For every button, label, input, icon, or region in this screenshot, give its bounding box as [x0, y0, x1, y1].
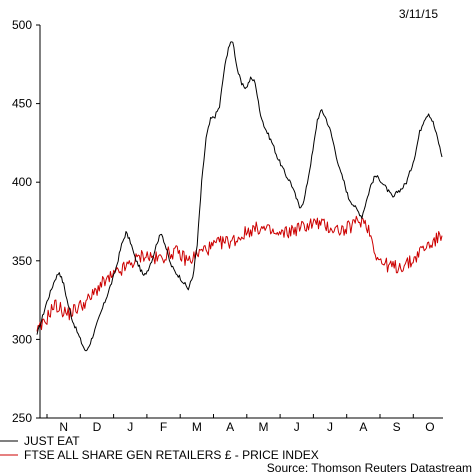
x-tick-label: A — [226, 420, 234, 434]
x-tick-label: J — [294, 420, 300, 434]
series-line-ftse-retailers — [36, 215, 443, 332]
chart-date: 3/11/15 — [399, 7, 438, 21]
y-tick-label: 400 — [12, 175, 32, 189]
series-layer — [36, 41, 443, 352]
legend: JUST EAT FTSE ALL SHARE GEN RETAILERS £ … — [0, 434, 319, 462]
y-tick-label: 450 — [12, 97, 32, 111]
y-tick-label: 300 — [12, 332, 32, 346]
x-tick-label: O — [425, 420, 434, 434]
y-axis-labels: 250 300 350 400 450 500 — [12, 18, 40, 425]
legend-entry-ftse-retailers: FTSE ALL SHARE GEN RETAILERS £ - PRICE I… — [0, 448, 319, 462]
legend-label-just-eat: JUST EAT — [24, 434, 80, 448]
plot-area — [36, 25, 443, 419]
legend-label-ftse-retailers: FTSE ALL SHARE GEN RETAILERS £ - PRICE I… — [24, 448, 319, 462]
x-axis-ticks — [46, 414, 414, 418]
x-tick-label: M — [192, 420, 202, 434]
x-tick-label: A — [359, 420, 367, 434]
x-tick-label: D — [93, 420, 102, 434]
y-tick-label: 350 — [12, 254, 32, 268]
x-tick-label: M — [258, 420, 268, 434]
legend-entry-just-eat: JUST EAT — [0, 434, 80, 448]
x-tick-label: S — [393, 420, 401, 434]
y-tick-label: 500 — [12, 18, 32, 32]
x-tick-label: J — [327, 420, 333, 434]
series-line-just-eat — [36, 41, 443, 352]
y-tick-label: 250 — [12, 411, 32, 425]
source-note: Source: Thomson Reuters Datastream — [267, 461, 472, 475]
x-tick-label: F — [160, 420, 167, 434]
x-tick-label: J — [127, 420, 133, 434]
x-tick-label: N — [59, 420, 68, 434]
